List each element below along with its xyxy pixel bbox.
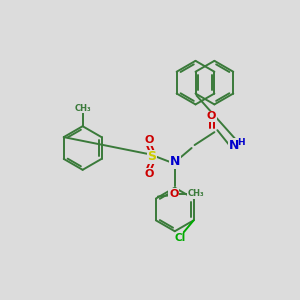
Text: O: O [169,189,178,199]
Text: O: O [144,135,154,145]
Text: CH₃: CH₃ [187,189,204,198]
Text: Cl: Cl [174,233,185,243]
Text: N: N [229,139,239,152]
Text: O: O [207,111,216,121]
Text: N: N [169,155,180,168]
Text: S: S [148,150,157,164]
Text: H: H [237,138,245,147]
Text: O: O [144,169,154,179]
Text: CH₃: CH₃ [74,104,91,113]
